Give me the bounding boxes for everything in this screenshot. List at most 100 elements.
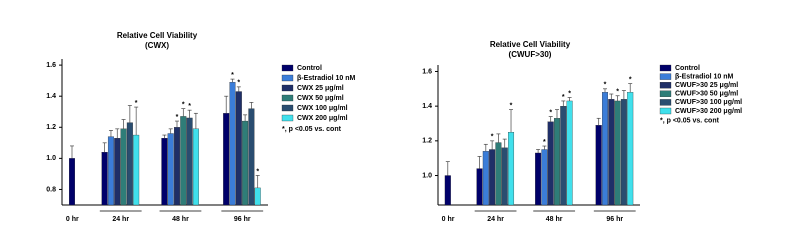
bar	[541, 149, 548, 206]
bar	[547, 121, 554, 206]
bar	[595, 125, 602, 206]
y-tick-label: 1.4	[46, 93, 56, 100]
x-tick-label: 24 hr	[487, 216, 504, 223]
x-tick-label: 96 hr	[606, 216, 623, 223]
y-tick-label: 1.2	[422, 138, 432, 145]
significance-marker: *	[549, 109, 552, 116]
bar	[508, 132, 515, 206]
significance-marker: *	[237, 80, 240, 87]
significance-marker: *	[629, 76, 632, 83]
bar	[620, 99, 627, 206]
significance-marker: *	[543, 139, 546, 146]
chart-title: Relative Cell Viability	[490, 40, 571, 49]
y-tick-label: 1.6	[422, 68, 432, 75]
legend-label: CWX 25 μg/ml	[297, 85, 344, 92]
x-tick-label: 0 hr	[66, 216, 79, 223]
bar	[126, 122, 133, 206]
bar	[229, 82, 236, 206]
bar	[223, 113, 230, 206]
chart-title: Relative Cell Viability	[117, 31, 198, 40]
bar	[242, 120, 249, 206]
bar	[107, 136, 114, 206]
y-tick-label: 1.6	[46, 62, 56, 69]
significance-marker: *	[188, 103, 191, 110]
x-tick-label: 96 hr	[234, 216, 251, 223]
significance-marker: *	[231, 72, 234, 79]
bar	[235, 91, 242, 206]
bar	[173, 127, 180, 206]
significance-marker: *	[182, 101, 185, 108]
significance-marker: *	[604, 82, 607, 89]
y-tick-label: 1.0	[46, 155, 56, 162]
bar	[254, 187, 261, 206]
bar	[114, 138, 121, 206]
legend-swatch	[281, 74, 294, 82]
legend-swatch	[659, 64, 672, 72]
legend-label: Control	[675, 65, 700, 72]
significance-marker: *	[135, 100, 138, 107]
significance-marker: *	[568, 90, 571, 97]
bar	[133, 134, 140, 206]
bar	[482, 151, 489, 206]
bar	[627, 92, 634, 206]
bar	[69, 158, 76, 206]
legend-swatch	[659, 82, 672, 89]
bar	[535, 152, 542, 206]
y-tick-label: 1.0	[422, 172, 432, 179]
bar	[444, 175, 451, 206]
legend-label: CWUF>30 100 μg/ml	[675, 99, 742, 106]
bar	[501, 147, 508, 206]
significance-marker: *	[176, 114, 179, 121]
legend-swatch	[281, 104, 294, 112]
chart-subtitle: (CWX)	[145, 41, 169, 50]
y-tick-label: 1.4	[422, 103, 432, 110]
bar	[614, 100, 621, 206]
x-tick-label: 48 hr	[546, 216, 563, 223]
significance-marker: *	[616, 89, 619, 96]
legend-label: CWUF>30 25 μg/ml	[675, 82, 738, 89]
legend-note: *, p <0.05 vs. cont	[282, 126, 342, 133]
legend-label: CWX 200 μg/ml	[297, 115, 348, 122]
bar	[248, 108, 255, 206]
bar	[167, 133, 174, 206]
bar	[602, 92, 609, 206]
bar	[476, 168, 483, 206]
bar	[566, 100, 573, 206]
legend-label: CWX 100 μg/ml	[297, 105, 348, 112]
y-tick-label: 0.8	[46, 186, 56, 193]
x-tick-label: 48 hr	[172, 216, 189, 223]
legend-swatch	[281, 94, 294, 102]
legend-swatch	[281, 64, 294, 72]
legend-label: CWUF>30 50 μg/ml	[675, 91, 738, 98]
legend-swatch	[659, 99, 672, 106]
bar	[192, 128, 199, 206]
significance-marker: *	[256, 168, 259, 175]
legend-label: Control	[297, 65, 322, 72]
bar	[161, 138, 168, 206]
legend-label: β-Estradiol 10 nM	[675, 73, 734, 80]
legend-label: β-Estradiol 10 nM	[297, 75, 356, 82]
legend-swatch	[659, 90, 672, 97]
bar	[608, 99, 615, 206]
bar	[180, 116, 187, 206]
significance-marker: *	[562, 94, 565, 101]
legend-swatch	[281, 114, 294, 122]
bar	[495, 142, 502, 206]
legend-swatch	[659, 73, 672, 80]
y-tick-label: 1.2	[46, 124, 56, 131]
significance-marker: *	[510, 102, 513, 109]
bar	[489, 149, 496, 206]
legend-label: CWUF>30 200 μg/ml	[675, 108, 742, 115]
chart-subtitle: (CWUF>30)	[509, 50, 552, 59]
legend-swatch	[281, 84, 294, 92]
bar	[186, 117, 193, 206]
x-tick-label: 0 hr	[442, 216, 455, 223]
legend-swatch	[659, 107, 672, 115]
legend-note: *, p <0.05 vs. cont	[660, 117, 720, 124]
bar	[560, 106, 567, 206]
legend-label: CWX 50 μg/ml	[297, 95, 344, 102]
x-tick-label: 24 hr	[112, 216, 129, 223]
bar	[120, 128, 127, 206]
bar	[101, 152, 108, 206]
